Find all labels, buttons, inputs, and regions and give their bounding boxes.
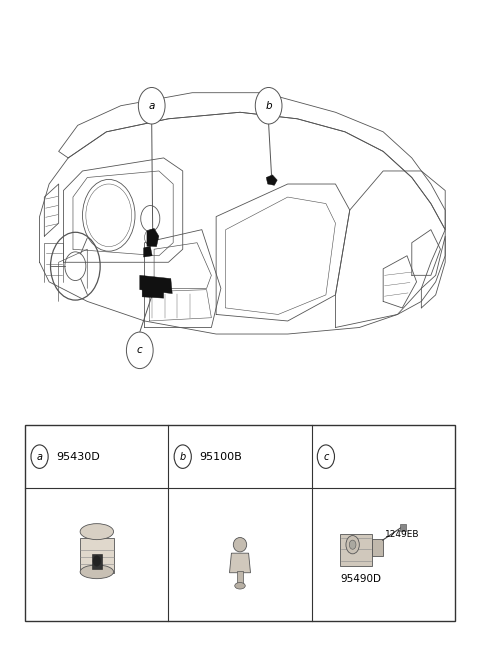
Text: 95430D: 95430D [56,452,100,462]
Text: a: a [148,101,155,111]
Circle shape [346,536,360,554]
Polygon shape [144,246,152,257]
Bar [80,538,114,572]
Bar [237,571,243,586]
Ellipse shape [80,523,114,540]
Ellipse shape [235,582,245,589]
Text: 95490D: 95490D [341,574,382,584]
Bar [372,539,383,556]
Text: 1249EB: 1249EB [385,530,420,539]
Polygon shape [266,175,277,185]
Polygon shape [142,290,164,298]
Circle shape [349,540,356,550]
Circle shape [138,88,165,124]
Circle shape [174,445,192,468]
Text: 95100B: 95100B [199,452,242,462]
Circle shape [126,332,153,369]
Text: c: c [137,345,143,355]
Circle shape [317,445,335,468]
Circle shape [93,556,101,566]
Text: b: b [180,452,186,462]
Text: b: b [265,101,272,111]
Text: c: c [323,452,329,462]
Text: a: a [36,452,43,462]
Circle shape [255,88,282,124]
Circle shape [31,445,48,468]
Bar [340,534,372,566]
Bar [92,555,102,569]
Bar [400,525,406,531]
Ellipse shape [233,538,247,552]
Ellipse shape [80,565,114,578]
Bar [25,425,455,621]
Polygon shape [147,229,159,247]
Polygon shape [229,553,251,572]
Polygon shape [140,275,172,293]
